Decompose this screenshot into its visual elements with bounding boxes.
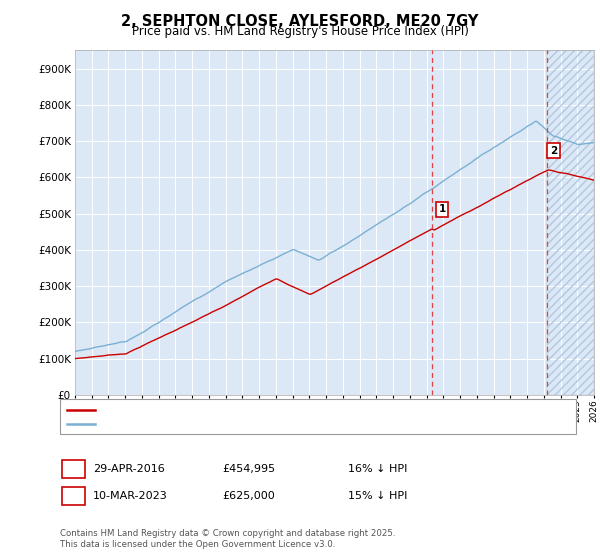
Text: £454,995: £454,995 [222, 464, 275, 474]
Text: 1: 1 [69, 462, 77, 475]
Text: 2, SEPHTON CLOSE, AYLESFORD, ME20 7GY (detached house): 2, SEPHTON CLOSE, AYLESFORD, ME20 7GY (d… [99, 405, 401, 415]
Text: 2, SEPHTON CLOSE, AYLESFORD, ME20 7GY: 2, SEPHTON CLOSE, AYLESFORD, ME20 7GY [121, 14, 479, 29]
Text: 2: 2 [550, 146, 557, 156]
Text: 1: 1 [439, 204, 446, 214]
Text: 29-APR-2016: 29-APR-2016 [93, 464, 165, 474]
Text: Price paid vs. HM Land Registry's House Price Index (HPI): Price paid vs. HM Land Registry's House … [131, 25, 469, 38]
Text: HPI: Average price, detached house, Tonbridge and Malling: HPI: Average price, detached house, Tonb… [99, 418, 387, 428]
Text: 16% ↓ HPI: 16% ↓ HPI [348, 464, 407, 474]
Text: 15% ↓ HPI: 15% ↓ HPI [348, 491, 407, 501]
Text: £625,000: £625,000 [222, 491, 275, 501]
Text: Contains HM Land Registry data © Crown copyright and database right 2025.
This d: Contains HM Land Registry data © Crown c… [60, 529, 395, 549]
Text: 10-MAR-2023: 10-MAR-2023 [93, 491, 168, 501]
Text: 2: 2 [69, 489, 77, 502]
